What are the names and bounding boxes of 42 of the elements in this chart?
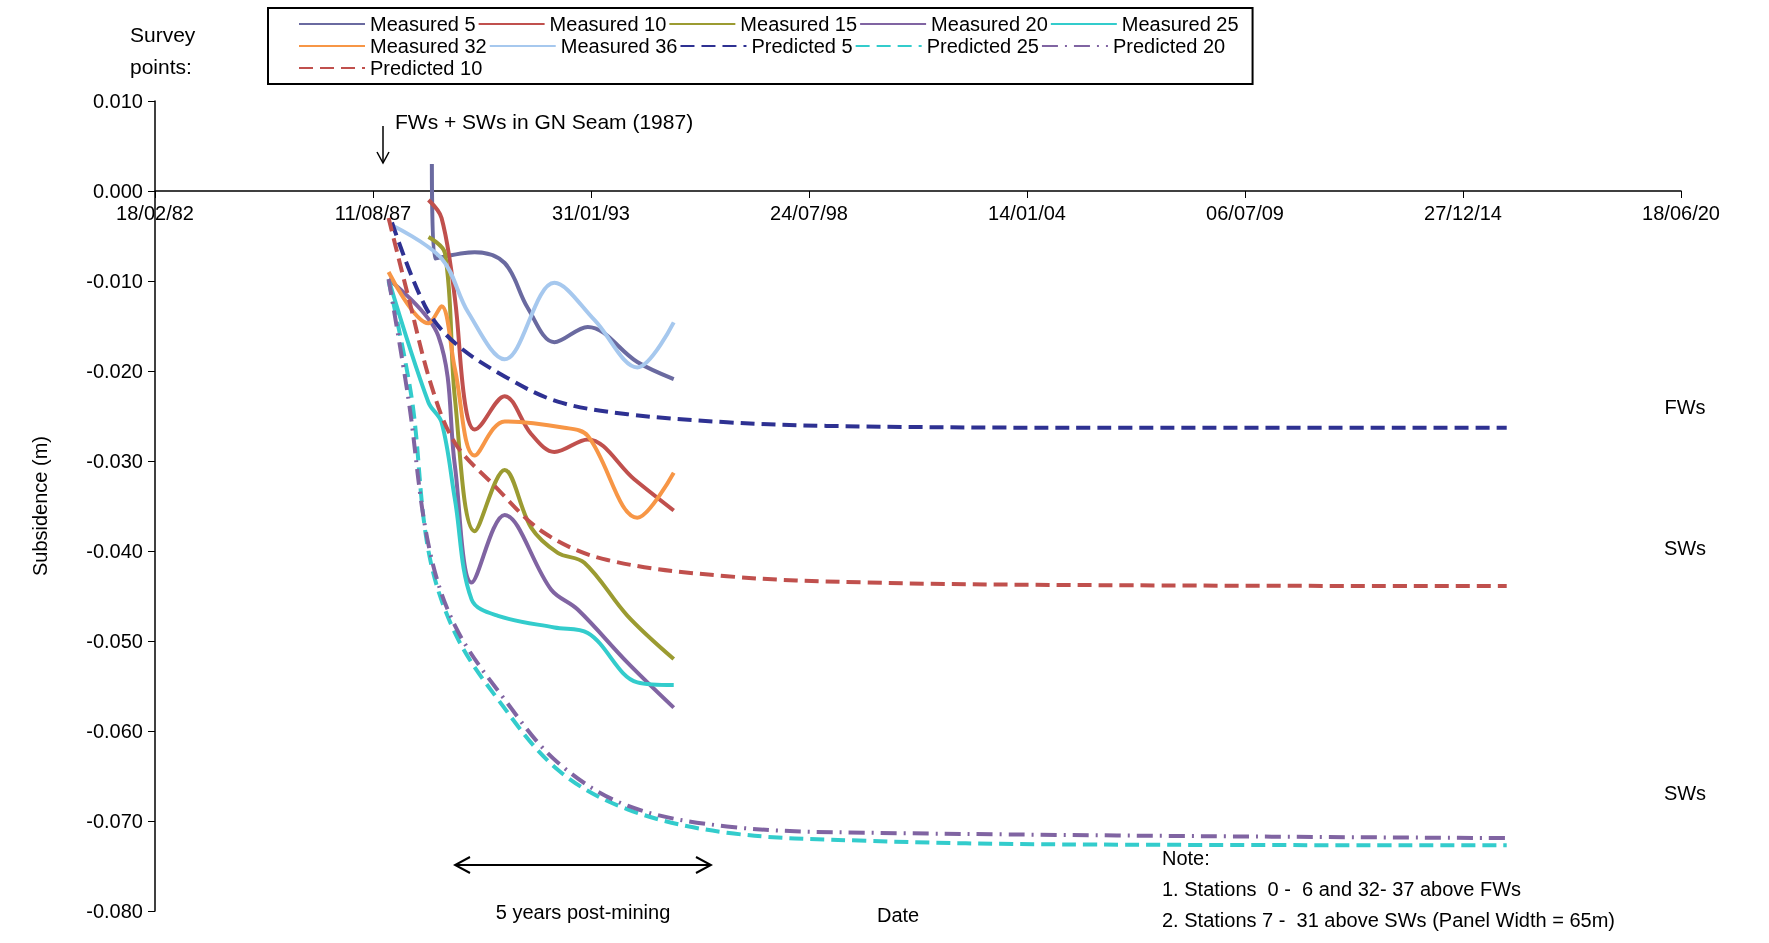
line-series — [386, 270, 676, 520]
y-tick-label: -0.020 — [86, 360, 143, 382]
y-tick-label: 0.010 — [92, 90, 143, 112]
x-tick-label: 18/06/20 — [1642, 202, 1720, 224]
y-tick-label: -0.040 — [86, 540, 143, 562]
legend-label: Measured 36 — [560, 35, 678, 57]
y-tick-label: -0.030 — [86, 450, 143, 472]
y-tick-label: -0.050 — [86, 630, 143, 652]
legend-label: Measured 10 — [549, 13, 667, 35]
y-tick-label: -0.070 — [86, 810, 143, 832]
x-tick-label: 14/01/04 — [988, 202, 1066, 224]
annotation: SWs — [1663, 537, 1707, 559]
y-tick-label: -0.060 — [86, 720, 143, 742]
legend-label: Predicted 25 — [926, 35, 1039, 57]
y-axis-title: Subsidence (m) — [29, 435, 51, 577]
x-tick-label: 11/08/87 — [334, 202, 412, 224]
legend-label: Predicted 20 — [1112, 35, 1226, 57]
y-tick-label: -0.010 — [86, 270, 143, 292]
legend-label: Predicted 5 — [751, 35, 853, 57]
legend-label: Measured 5 — [370, 13, 476, 35]
x-tick-label: 06/07/09 — [1206, 202, 1284, 224]
annotation: 5 years post-mining — [495, 901, 671, 923]
legend-label: Measured 15 — [740, 13, 858, 35]
y-tick-label: -0.080 — [86, 900, 143, 922]
x-tick-label: 24/07/98 — [770, 202, 848, 224]
legend-label: Measured 25 — [1121, 13, 1239, 35]
x-tick-label: 31/01/93 — [552, 202, 630, 224]
annotation: FWs + SWs in GN Seam (1987) — [395, 109, 694, 133]
annotation: SWs — [1663, 782, 1707, 804]
line-series — [426, 198, 676, 513]
legend-label: Measured 32 — [370, 35, 487, 57]
annotation: FWs — [1664, 396, 1706, 418]
x-tick-label: 27/12/14 — [1424, 202, 1502, 224]
legend-title: Survey points: — [130, 22, 202, 78]
line-series — [389, 220, 1509, 430]
x-axis-title: Date — [877, 904, 920, 926]
annotation: 2. Stations 7 - 31 above SWs (Panel Width = 65m) — [1162, 909, 1615, 931]
annotation: 1. Stations 0 - 6 and 32- 37 above FWs — [1162, 878, 1522, 900]
legend-label: Predicted 10 — [370, 57, 483, 79]
annotation: Note: — [1162, 847, 1210, 869]
legend-label: Measured 20 — [931, 13, 1048, 35]
y-tick-label: 0.000 — [92, 180, 143, 202]
